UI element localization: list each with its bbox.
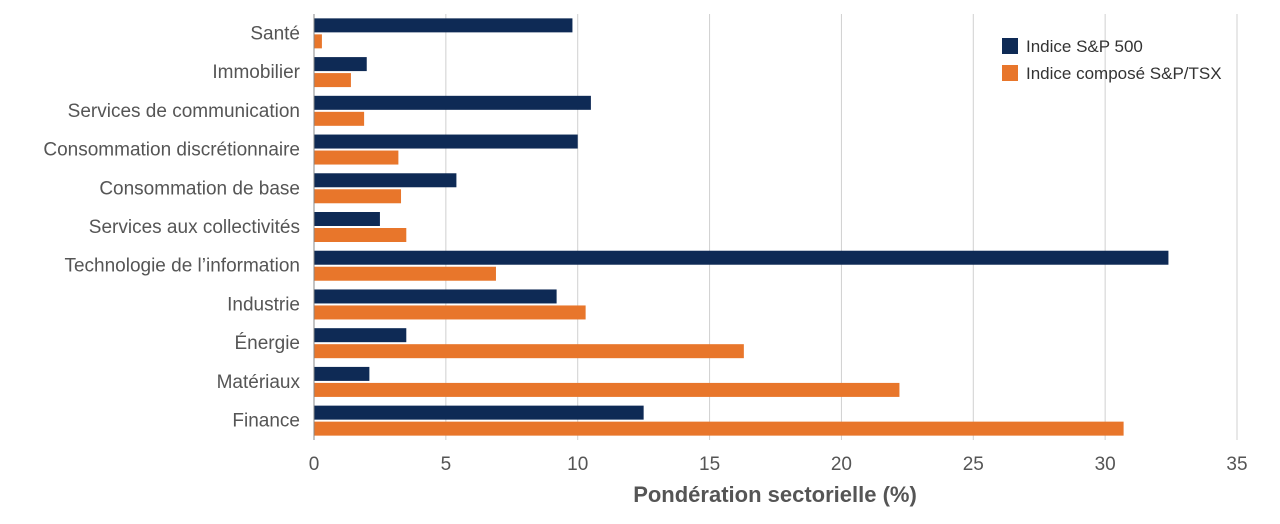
gridlines	[445, 14, 1238, 440]
category-label: Finance	[232, 411, 300, 432]
bar-tsx-10	[314, 421, 1124, 436]
bar-tsx-5	[314, 228, 407, 242]
category-label: Technologie de l’information	[64, 256, 300, 277]
legend-swatch-sp500	[1002, 38, 1018, 54]
bar-tsx-8	[314, 344, 744, 359]
bar-sp500-8	[314, 328, 407, 343]
bars	[314, 18, 1169, 436]
bar-sp500-4	[314, 173, 457, 188]
x-axis-title: Pondération sectorielle (%)	[633, 482, 917, 507]
category-label: Services aux collectivités	[89, 217, 300, 238]
bar-sp500-1	[314, 57, 367, 72]
bar-tsx-2	[314, 111, 365, 126]
bar-tsx-3	[314, 150, 399, 165]
x-tick-label: 30	[1095, 454, 1116, 475]
bar-tsx-9	[314, 382, 900, 397]
x-tick-label: 20	[831, 454, 852, 475]
x-tick-label: 0	[309, 454, 320, 475]
x-tick-label: 5	[441, 454, 452, 475]
category-label: Consommation de base	[99, 178, 300, 199]
legend-label-sp500: Indice S&P 500	[1026, 37, 1143, 56]
bar-tsx-0	[314, 34, 322, 49]
x-tick-label: 25	[963, 454, 984, 475]
bar-tsx-1	[314, 73, 351, 88]
bar-sp500-9	[314, 366, 370, 381]
bar-tsx-4	[314, 189, 402, 204]
x-tick-label: 10	[567, 454, 588, 475]
legend: Indice S&P 500 Indice composé S&P/TSX	[1002, 37, 1222, 83]
x-tick-label: 35	[1226, 454, 1247, 475]
category-label: Consommation discrétionnaire	[43, 140, 300, 161]
category-label: Services de communication	[68, 101, 300, 122]
bar-sp500-5	[314, 212, 380, 226]
legend-swatch-tsx	[1002, 65, 1018, 81]
bar-tsx-6	[314, 266, 496, 281]
category-label: Santé	[250, 23, 300, 44]
axes: 0 5 10 15 20 25 30 35 Santé Immobilier Services de…	[43, 14, 1248, 475]
category-label: Industrie	[227, 294, 300, 315]
bar-sp500-0	[314, 18, 573, 33]
bar-sp500-2	[314, 95, 591, 110]
bar-sp500-10	[314, 405, 644, 420]
bar-sp500-3	[314, 134, 578, 149]
legend-label-tsx: Indice composé S&P/TSX	[1026, 64, 1222, 83]
category-label: Matériaux	[217, 372, 301, 393]
category-label: Immobilier	[212, 62, 300, 83]
x-tick-label: 15	[699, 454, 720, 475]
bar-tsx-7	[314, 305, 586, 320]
category-label: Énergie	[235, 333, 301, 354]
bar-sp500-6	[314, 250, 1169, 265]
bar-sp500-7	[314, 289, 557, 304]
